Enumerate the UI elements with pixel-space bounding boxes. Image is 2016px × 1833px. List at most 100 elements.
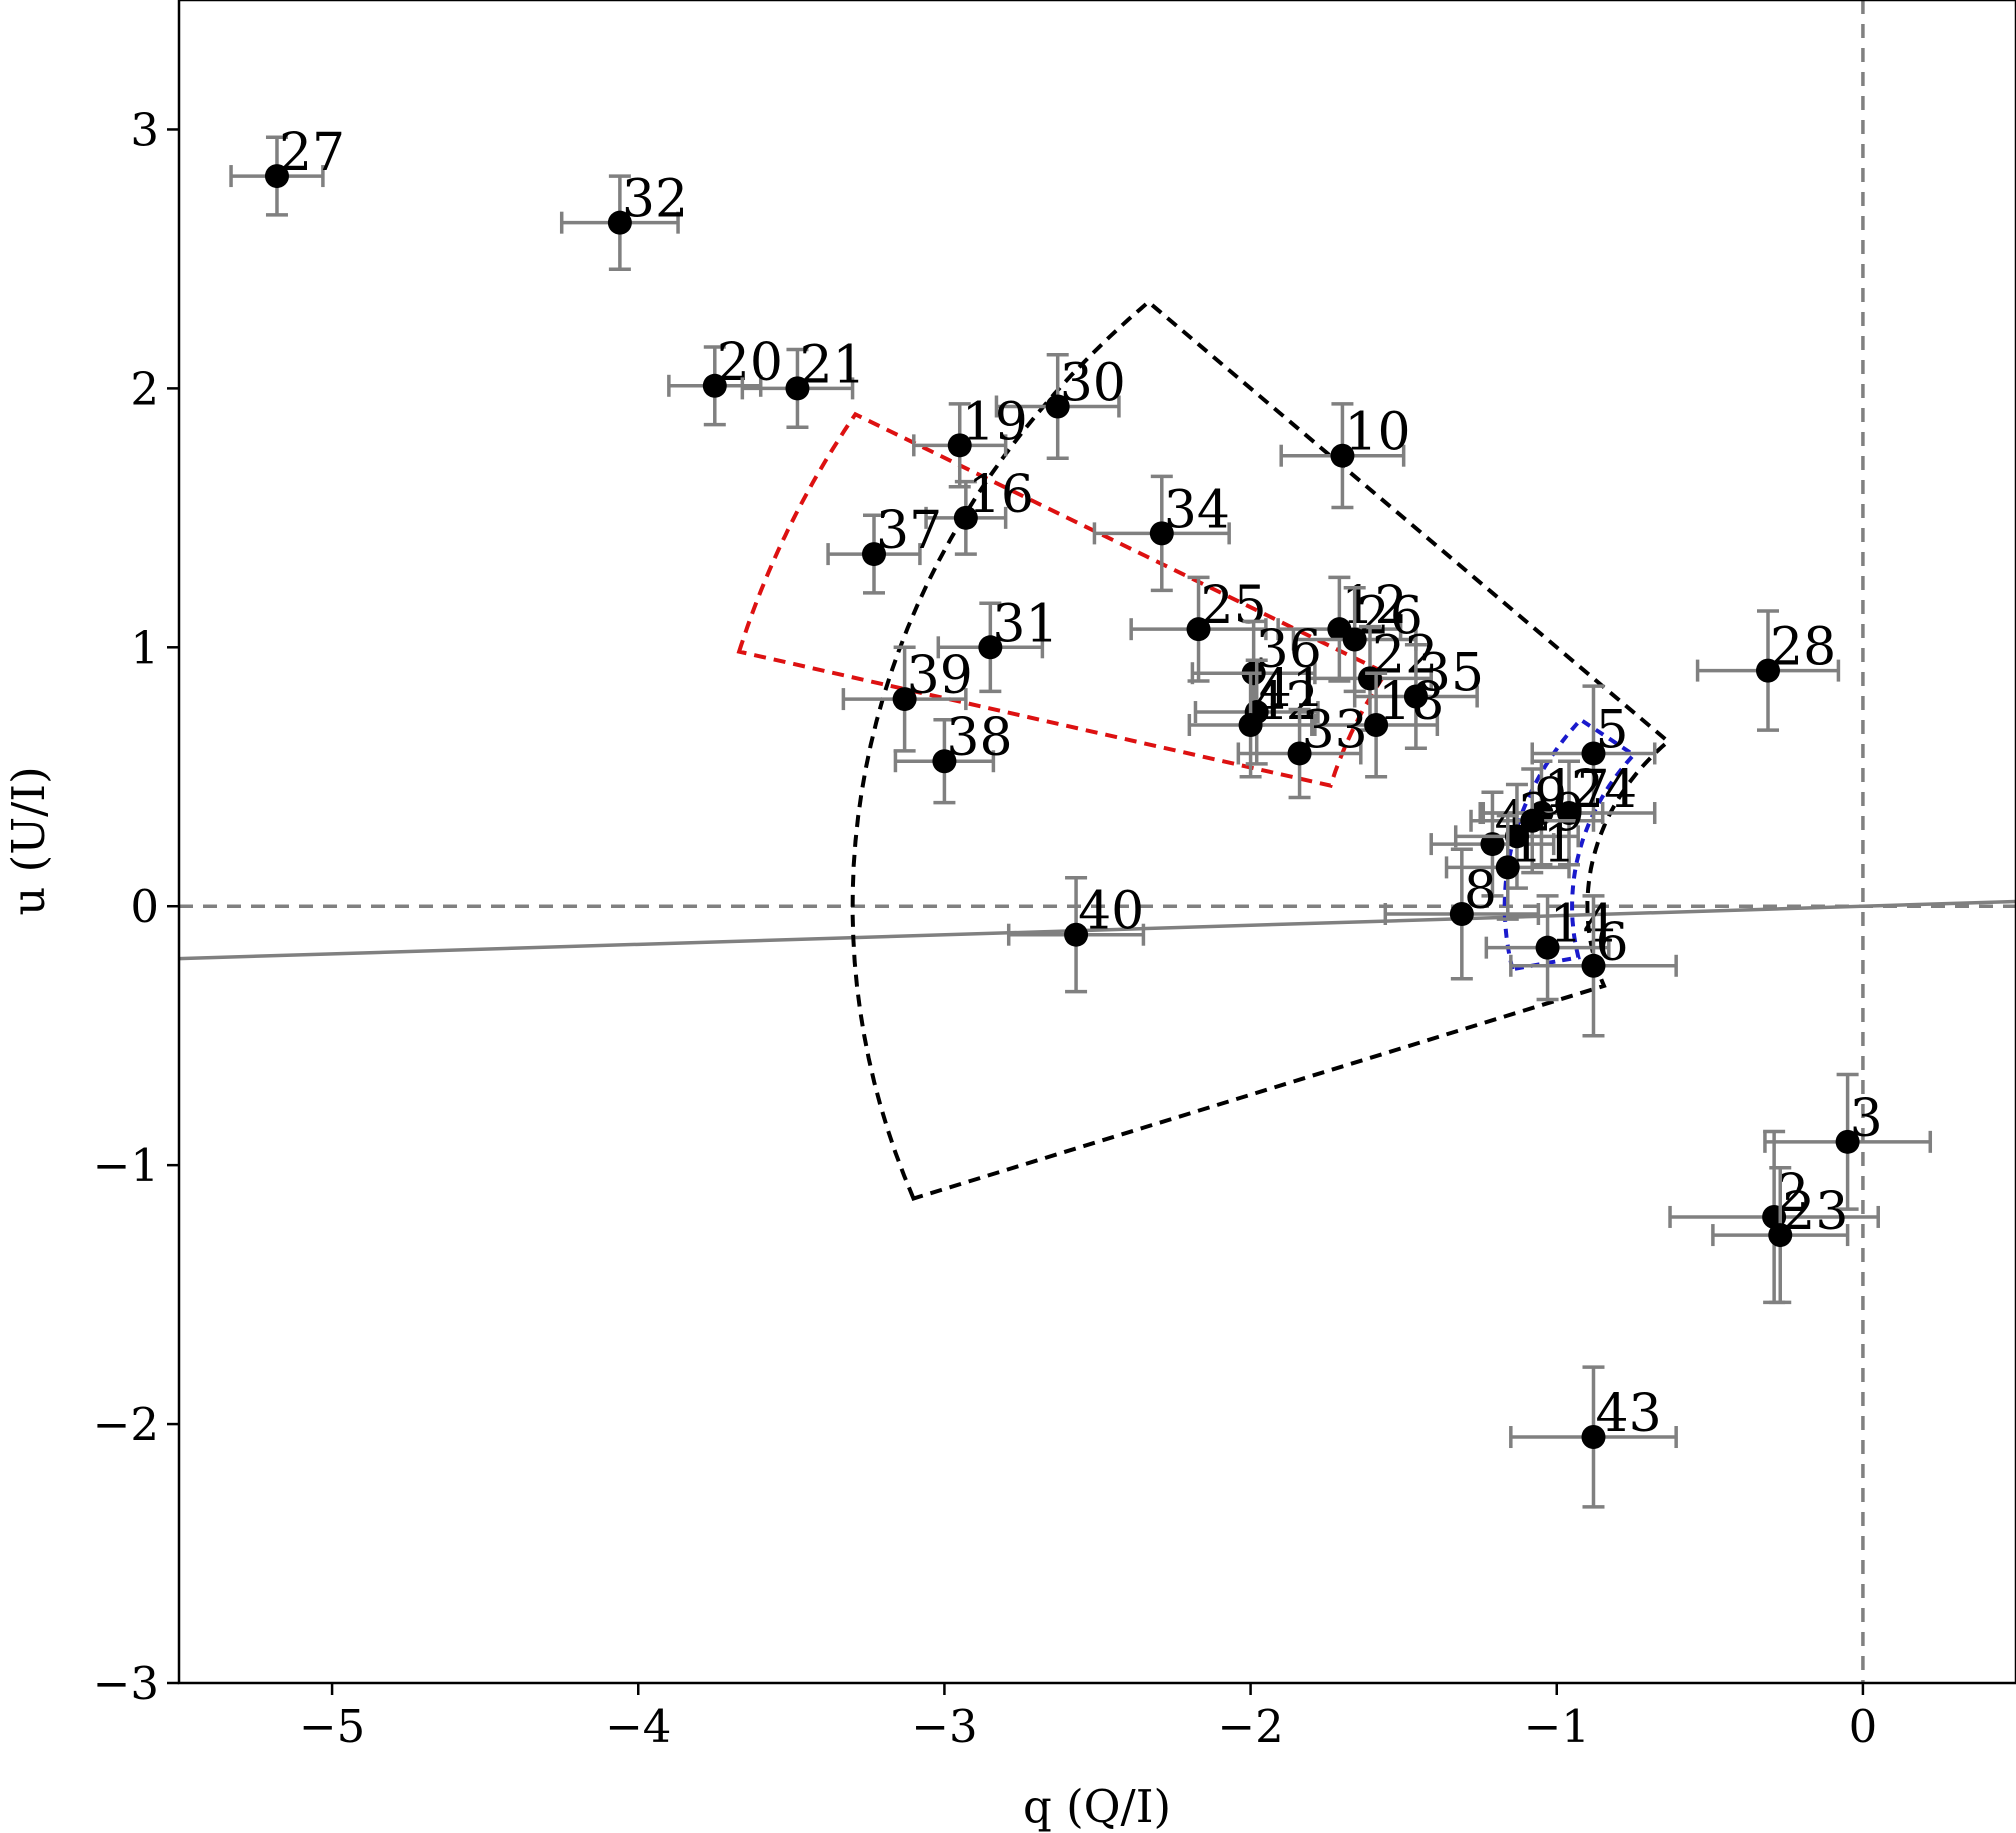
data-point-16: 16	[924, 465, 1034, 556]
x-axis: −5 −4 −3 −2 −1 0	[299, 1683, 1877, 1753]
data-point-25: 25	[1129, 575, 1268, 683]
data-marker	[1449, 901, 1474, 926]
x-axis-label: q (Q/I)	[1023, 1780, 1171, 1833]
point-label: 24	[1571, 760, 1637, 820]
point-label: 8	[1464, 861, 1497, 921]
data-marker	[1330, 443, 1355, 468]
x-tick-label: 0	[1849, 1700, 1878, 1753]
point-label: 6	[1595, 913, 1628, 973]
data-marker	[1520, 808, 1545, 833]
point-label: 27	[279, 123, 345, 183]
data-marker	[1045, 394, 1070, 419]
point-label: 3	[1850, 1089, 1883, 1149]
point-label: 5	[1595, 700, 1628, 760]
point-label: 37	[876, 501, 942, 561]
point-label: 18	[1378, 672, 1444, 732]
point-label: 29	[1519, 783, 1585, 843]
data-point-29: 29	[1453, 782, 1585, 890]
data-marker	[1403, 684, 1428, 709]
data-marker	[1535, 935, 1560, 960]
data-marker	[1768, 1223, 1793, 1248]
data-marker	[702, 373, 727, 398]
data-marker	[1495, 855, 1520, 880]
data-point-31: 31	[936, 594, 1059, 694]
y-axis: −3 −2 −1 0 1 2 3	[93, 103, 179, 1710]
data-point-20: 20	[667, 333, 783, 427]
point-label: 21	[799, 335, 865, 395]
data-point-8: 8	[1383, 847, 1541, 981]
data-point-38: 38	[893, 708, 1013, 805]
point-label: 16	[968, 465, 1034, 525]
data-point-28: 28	[1695, 609, 1841, 732]
point-label: 31	[992, 594, 1058, 654]
y-tick-label: −3	[93, 1657, 159, 1710]
data-marker	[1756, 658, 1781, 683]
data-point-18: 18	[1313, 671, 1444, 779]
data-point-14: 14	[1484, 894, 1616, 1002]
red-sector-region	[736, 411, 1389, 788]
point-label: 30	[1060, 354, 1126, 414]
data-marker	[892, 687, 917, 712]
data-marker	[264, 164, 289, 189]
point-label: 40	[1078, 882, 1144, 942]
point-label: 36	[1256, 620, 1322, 680]
data-marker	[1064, 922, 1089, 947]
data-point-33: 33	[1236, 700, 1368, 800]
black-sector-region	[850, 299, 1672, 1201]
y-tick-label: −1	[93, 1139, 159, 1192]
point-label: 11	[1510, 814, 1576, 874]
data-marker	[953, 505, 978, 530]
point-label: 14	[1550, 895, 1616, 955]
x-tick-label: −5	[299, 1700, 365, 1753]
data-point-10: 10	[1279, 402, 1411, 510]
data-marker	[861, 542, 886, 567]
data-marker	[607, 210, 632, 235]
data-marker	[1581, 1425, 1606, 1450]
data-marker	[932, 749, 957, 774]
data-marker	[1835, 1129, 1860, 1154]
x-tick-label: −4	[605, 1700, 671, 1753]
point-label: 42	[1253, 672, 1319, 732]
data-point-11: 11	[1444, 813, 1576, 921]
data-point-6: 6	[1509, 894, 1678, 1038]
data-point-19: 19	[912, 392, 1028, 489]
point-label: 43	[1595, 1384, 1661, 1444]
point-label: 28	[1770, 618, 1836, 678]
point-label: 34	[1164, 480, 1230, 540]
point-label: 19	[962, 392, 1028, 452]
data-point-21: 21	[740, 335, 866, 429]
point-label: 33	[1302, 700, 1368, 760]
data-point-37: 37	[826, 501, 942, 595]
data-marker	[1556, 801, 1581, 826]
point-label: 26	[1357, 587, 1423, 647]
x-tick-label: −2	[1217, 1700, 1283, 1753]
x-tick-label: −3	[911, 1700, 977, 1753]
data-point-43: 43	[1509, 1365, 1678, 1509]
point-label: 20	[717, 333, 783, 393]
data-point-23: 23	[1711, 1165, 1850, 1305]
data-marker	[1287, 741, 1312, 766]
data-point-30: 30	[994, 352, 1126, 461]
point-label: 9	[1534, 768, 1567, 828]
point-label: 32	[622, 170, 688, 230]
y-tick-label: 2	[130, 362, 159, 415]
point-label: 22	[1372, 625, 1438, 685]
plot-frame	[177, 0, 2016, 1685]
data-marker	[1186, 617, 1211, 642]
data-marker	[1364, 712, 1389, 737]
data-point-40: 40	[1006, 875, 1146, 994]
data-point-34: 34	[1092, 474, 1231, 593]
y-axis-label: u (U/I)	[2, 766, 55, 915]
point-label: 10	[1344, 403, 1410, 463]
data-point-26: 26	[1291, 586, 1423, 694]
data-point-24: 24	[1481, 759, 1657, 867]
y-tick-label: 1	[130, 621, 159, 674]
data-marker	[1149, 521, 1174, 546]
data-marker	[1504, 824, 1529, 849]
x-tick-label: −1	[1524, 1700, 1590, 1753]
data-point-27: 27	[229, 123, 345, 217]
data-marker	[1480, 832, 1505, 857]
y-tick-label: 3	[130, 103, 159, 156]
